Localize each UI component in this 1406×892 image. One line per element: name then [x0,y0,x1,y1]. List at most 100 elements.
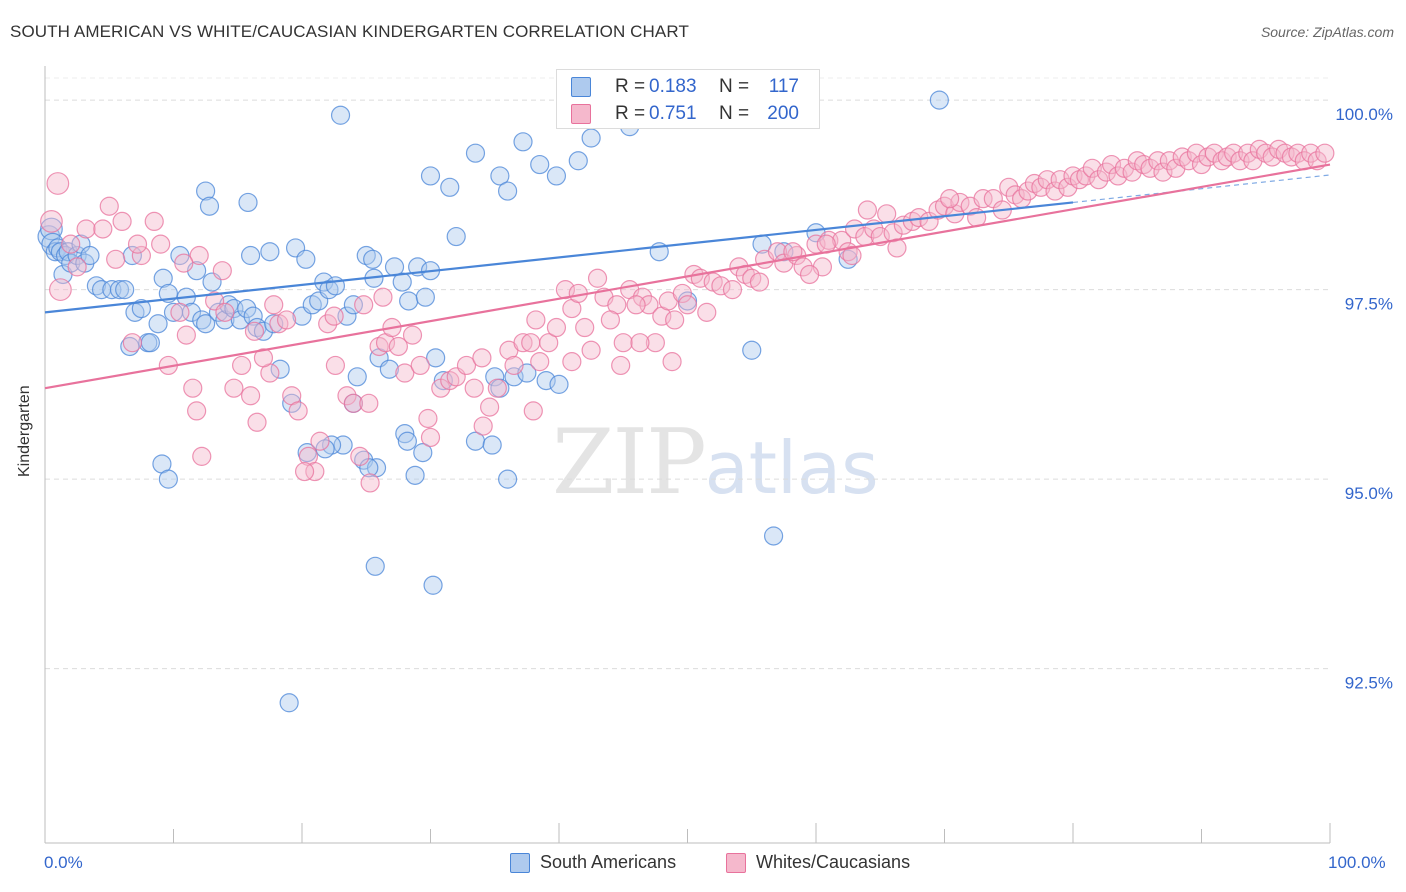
data-point-whites-caucasians [1315,143,1335,163]
data-point-south-americans [423,575,443,595]
n-label: N = [719,103,750,124]
n-label: N = [719,76,750,97]
data-point-south-americans [325,276,346,296]
data-point-whites-caucasians [999,177,1019,197]
data-point-whites-caucasians [613,333,633,353]
data-point-whites-caucasians [677,295,698,315]
data-point-whites-caucasians [1101,154,1122,175]
data-point-south-americans [270,359,290,379]
data-point-whites-caucasians [241,386,261,406]
data-point-whites-caucasians [93,219,113,239]
data-point-whites-caucasians [1140,158,1160,178]
data-point-whites-caucasians [395,363,415,383]
data-point-whites-caucasians [318,314,338,334]
data-point-south-americans [237,298,257,319]
data-point-south-americans [230,310,250,330]
data-point-whites-caucasians [170,302,190,322]
data-point-whites-caucasians [294,461,315,482]
trend-lines [44,163,1331,390]
data-point-whites-caucasians [611,355,631,376]
data-point-south-americans [395,424,415,444]
data-point-whites-caucasians [247,412,267,432]
data-point-south-americans [498,469,518,489]
data-point-whites-caucasians [711,276,731,296]
data-point-whites-caucasians [1031,177,1051,197]
data-point-whites-caucasians [264,295,284,315]
data-point-whites-caucasians [215,302,235,322]
data-point-south-americans [330,105,351,125]
data-point-whites-caucasians [521,333,541,353]
data-point-south-americans [446,226,466,247]
data-point-whites-caucasians [587,268,608,288]
data-point-whites-caucasians [418,408,438,429]
data-point-south-americans [347,367,367,387]
stats-swatch-pink [571,104,591,124]
data-point-whites-caucasians [940,189,960,209]
data-point-whites-caucasians [950,192,970,213]
data-point-whites-caucasians [232,355,252,376]
axes [44,66,1331,844]
data-point-south-americans [196,181,216,201]
data-point-whites-caucasians [1224,143,1244,163]
data-point-whites-caucasians [472,348,492,368]
data-point-whites-caucasians [1153,162,1173,182]
data-point-whites-caucasians [1159,151,1179,171]
data-point-south-americans [465,143,486,163]
data-point-whites-caucasians [575,317,595,338]
data-point-whites-caucasians [1108,166,1128,186]
data-point-south-americans [498,181,518,201]
data-point-whites-caucasians [244,321,265,341]
data-point-whites-caucasians [420,427,441,448]
data-point-south-americans [196,314,216,334]
data-point-whites-caucasians [632,287,653,307]
data-point-south-americans [365,556,385,576]
data-point-south-americans [490,166,510,186]
data-point-south-americans [363,249,383,269]
data-point-south-americans [742,340,762,360]
data-point-whites-caucasians [1204,143,1224,163]
data-point-whites-caucasians [402,325,423,345]
data-point-whites-caucasians [359,393,379,413]
data-point-south-americans [413,443,433,463]
data-point-whites-caucasians [253,348,274,368]
data-point-south-americans [260,242,280,262]
data-point-south-americans [426,348,446,368]
data-point-south-americans [482,435,502,455]
data-point-whites-caucasians [187,401,207,421]
data-point-whites-caucasians [464,378,484,398]
data-point-whites-caucasians [1122,162,1142,182]
data-point-whites-caucasians [343,393,363,413]
data-point-south-americans [140,333,160,353]
data-point-whites-caucasians [1058,177,1078,197]
data-point-whites-caucasians [562,352,582,372]
x-tick-label-min: 0.0% [44,853,83,872]
data-point-south-americans [763,526,784,546]
data-point-south-americans [405,465,425,485]
data-point-south-americans [282,393,302,413]
data-point-south-americans [433,370,453,391]
series-south-americans [37,90,949,713]
data-point-south-americans [192,310,212,330]
chart-title: SOUTH AMERICAN VS WHITE/CAUCASIAN KINDER… [10,22,689,41]
watermark-zip: ZIP [552,410,707,515]
data-point-whites-caucasians [973,189,993,209]
data-point-whites-caucasians [877,204,897,224]
data-point-whites-caucasians [174,253,194,273]
data-point-south-americans [131,298,151,319]
data-point-whites-caucasians [749,272,770,292]
data-point-south-americans [208,302,229,322]
data-point-south-americans [581,128,601,148]
data-point-south-americans [485,367,505,387]
data-point-south-americans [241,245,261,266]
data-point-whites-caucasians [672,283,692,304]
data-point-south-americans [264,314,284,334]
data-point-south-americans [115,280,135,300]
data-point-whites-caucasians [1018,181,1038,201]
data-point-whites-caucasians [857,200,878,220]
y-tick-label: 97.5% [1345,295,1393,314]
data-point-south-americans [86,276,107,296]
data-point-whites-caucasians [883,223,903,243]
trend-line-south-americans [44,201,1074,314]
data-point-whites-caucasians [626,295,646,315]
